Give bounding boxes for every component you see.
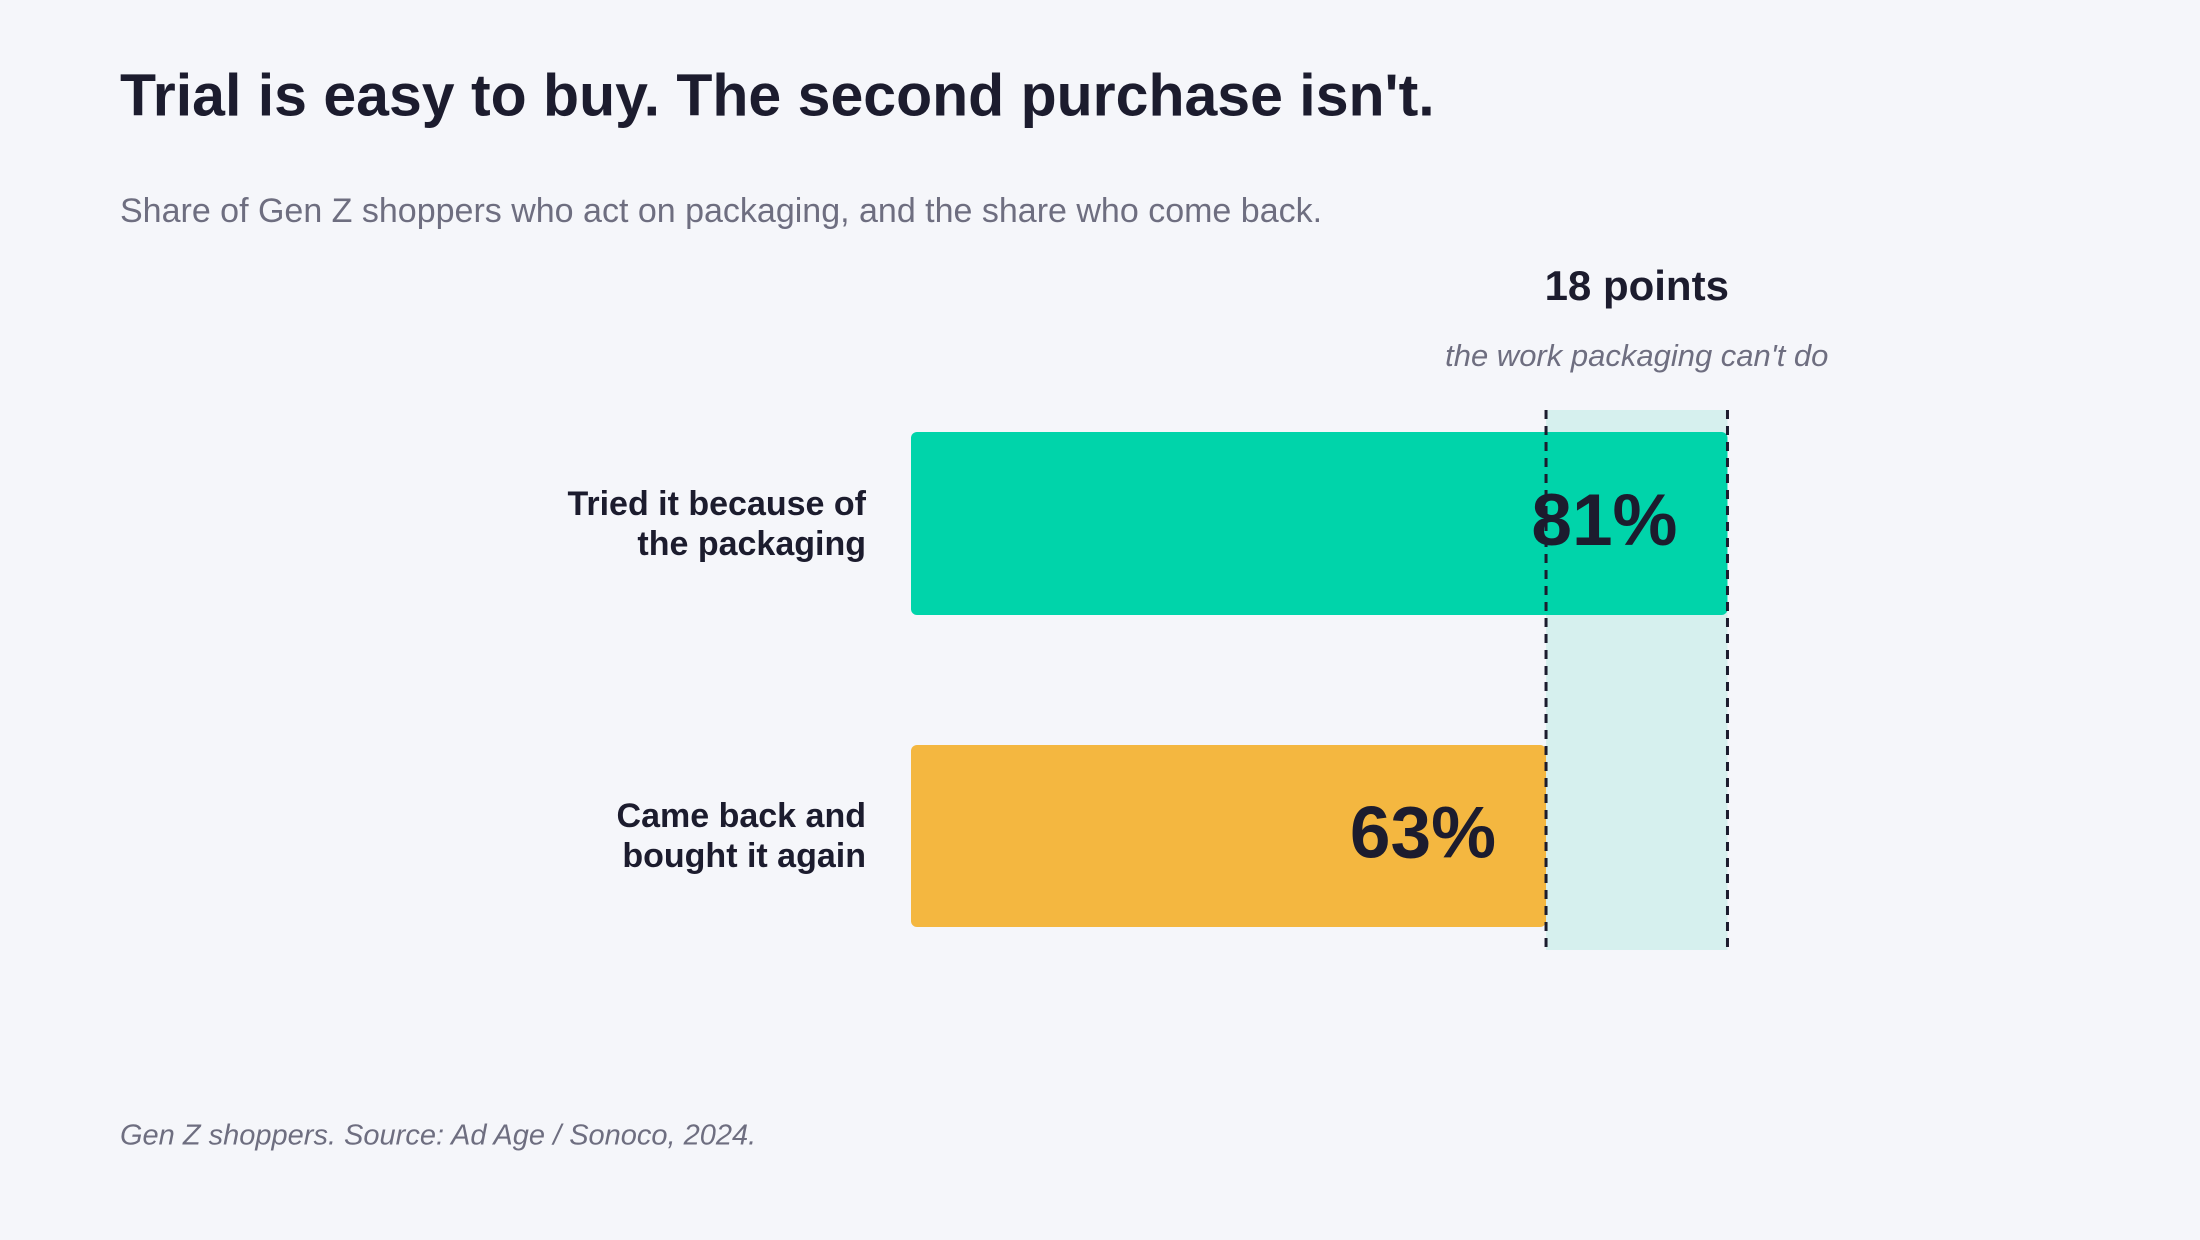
category-label: Came back and bought it again <box>616 797 866 875</box>
chart-title: Trial is easy to buy. The second purchas… <box>120 63 1435 129</box>
chart-subtitle: Share of Gen Z shoppers who act on packa… <box>120 192 1322 230</box>
category-label: Tried it because of the packaging <box>567 484 866 563</box>
value-label: 81% <box>1531 480 1677 561</box>
annotation-subtitle: the work packaging can't do <box>1445 338 1828 373</box>
value-label: 63% <box>1350 792 1496 873</box>
bar <box>911 745 1547 927</box>
bar <box>911 432 1728 615</box>
footnote: Gen Z shoppers. Source: Ad Age / Sonoco,… <box>120 1120 756 1152</box>
annotation-title: 18 points <box>1545 262 1729 309</box>
